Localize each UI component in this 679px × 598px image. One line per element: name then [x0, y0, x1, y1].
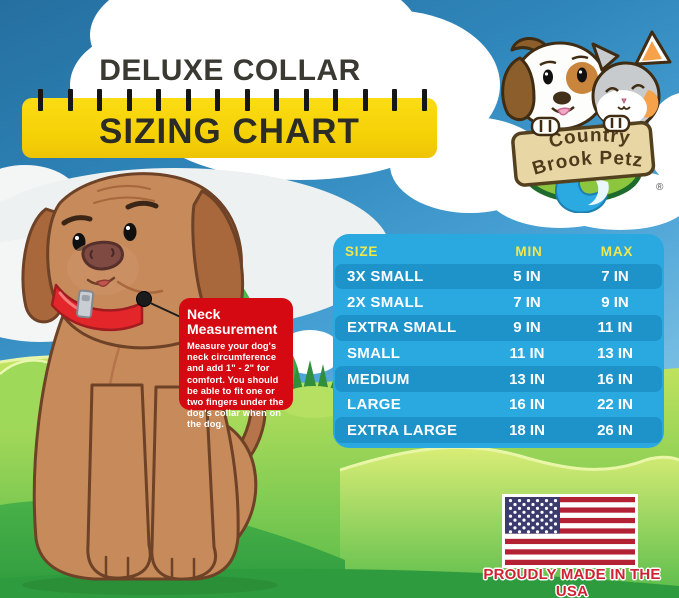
size-cell: 2X SMALL [347, 293, 424, 311]
ruler-tick [362, 89, 368, 111]
table-row: LARGE 16 IN 22 IN [335, 392, 662, 418]
ruler-tick [392, 89, 397, 111]
ruler-tick [333, 89, 338, 111]
ruler-banner: SIZING CHART [22, 89, 437, 158]
ruler-tick [185, 89, 191, 111]
ruler-tick [274, 89, 279, 111]
max-cell: 16 IN [597, 370, 633, 388]
max-cell: 22 IN [597, 396, 633, 414]
table-row: EXTRA LARGE 18 IN 26 IN [335, 417, 662, 443]
ruler-tick [67, 89, 73, 111]
ruler-tick [156, 89, 161, 111]
ruler-tick [38, 89, 43, 111]
ruler-tick [244, 89, 250, 111]
min-cell: 13 IN [509, 370, 545, 388]
size-cell: MEDIUM [347, 370, 410, 388]
max-cell: 11 IN [597, 319, 633, 337]
table-row: MEDIUM 13 IN 16 IN [335, 366, 662, 392]
size-chart-table: SIZE MIN MAX 3X SMALL 5 IN 7 IN 2X SMALL 7 I… [333, 234, 664, 448]
max-cell: 13 IN [597, 344, 633, 362]
column-header-size: SIZE [345, 244, 379, 260]
min-cell: 18 IN [509, 421, 545, 439]
chart-title: SIZING CHART [99, 112, 360, 151]
column-header-max: MAX [600, 244, 634, 260]
callout-body: Measure your dog's neck circumference an… [187, 341, 284, 430]
ruler-tick [421, 89, 427, 111]
size-cell: EXTRA SMALL [347, 319, 457, 337]
ruler-tick [126, 89, 132, 111]
size-cell: LARGE [347, 396, 401, 414]
callout-title: Neck Measurement [187, 306, 278, 337]
ruler-tick [97, 89, 102, 111]
ruler-tick [303, 89, 309, 111]
size-cell: 3X SMALL [347, 268, 424, 286]
product-title: DELUXE COLLAR [99, 54, 361, 87]
max-cell: 9 IN [601, 293, 629, 311]
table-header: SIZE MIN MAX [333, 240, 664, 264]
callout-bubble: Neck Measurement Measure your dog's neck… [179, 298, 293, 429]
min-cell: 16 IN [509, 396, 545, 414]
table-row: EXTRA SMALL 9 IN 11 IN [335, 315, 662, 341]
table-row: 3X SMALL 5 IN 7 IN [335, 263, 662, 290]
size-cell: EXTRA LARGE [347, 421, 458, 439]
min-cell: 7 IN [513, 293, 541, 311]
flag-stars [508, 499, 558, 534]
column-header-min: MIN [515, 244, 543, 260]
min-cell: 5 IN [513, 268, 541, 286]
max-cell: 7 IN [601, 268, 629, 286]
usa-flag-icon [502, 494, 638, 573]
ruler-tick [215, 89, 220, 111]
max-cell: 26 IN [597, 421, 633, 439]
min-cell: 9 IN [513, 319, 541, 337]
table-row: 2X SMALL 7 IN 9 IN [335, 289, 662, 315]
size-cell: SMALL [347, 344, 401, 362]
size-table-rows: 3X SMALL 5 IN 7 IN 2X SMALL 7 IN 9 IN EXTRA SM… [333, 263, 664, 443]
min-cell: 11 IN [509, 344, 545, 362]
table-row: SMALL 11 IN 13 IN [335, 341, 662, 367]
made-in-usa-label: PROUDLY MADE IN THE USA [483, 566, 661, 598]
